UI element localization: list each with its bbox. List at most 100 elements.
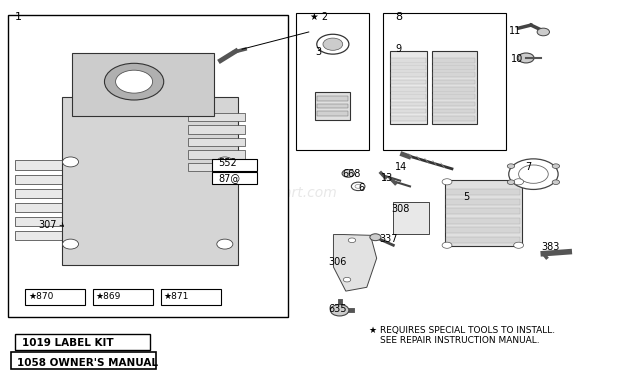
- Circle shape: [63, 157, 79, 167]
- Bar: [296, 13, 370, 150]
- Text: 14: 14: [395, 162, 407, 171]
- Bar: [15, 334, 149, 350]
- Circle shape: [355, 184, 361, 188]
- Text: 1058 OWNER'S MANUAL: 1058 OWNER'S MANUAL: [17, 358, 159, 368]
- Bar: [188, 138, 245, 146]
- Text: 9: 9: [395, 44, 401, 54]
- Bar: [73, 53, 215, 116]
- Circle shape: [442, 242, 452, 248]
- Bar: [188, 113, 245, 121]
- Bar: [391, 109, 426, 113]
- Bar: [446, 199, 520, 205]
- Bar: [433, 116, 476, 121]
- Bar: [15, 217, 66, 226]
- Bar: [391, 87, 426, 92]
- Text: 7: 7: [525, 162, 531, 171]
- Bar: [188, 163, 245, 171]
- Circle shape: [352, 182, 365, 191]
- Text: 337: 337: [379, 234, 397, 244]
- Circle shape: [115, 70, 153, 93]
- Bar: [15, 203, 66, 212]
- Bar: [433, 109, 476, 113]
- Bar: [391, 58, 426, 62]
- Bar: [317, 96, 348, 101]
- Circle shape: [518, 53, 534, 63]
- Text: 383: 383: [541, 242, 560, 252]
- Bar: [213, 159, 257, 171]
- Bar: [433, 94, 476, 99]
- Bar: [433, 87, 476, 92]
- Bar: [446, 208, 520, 214]
- Text: 552: 552: [219, 158, 237, 168]
- Circle shape: [342, 169, 355, 177]
- Bar: [433, 58, 476, 62]
- Text: 8: 8: [395, 12, 402, 22]
- Bar: [393, 203, 429, 234]
- Polygon shape: [334, 234, 377, 291]
- Text: 13: 13: [381, 173, 393, 183]
- Text: 6: 6: [358, 182, 365, 192]
- Text: 307: 307: [38, 220, 57, 230]
- Bar: [383, 13, 507, 150]
- Bar: [391, 116, 426, 121]
- Bar: [433, 72, 476, 77]
- Bar: [432, 51, 477, 124]
- Bar: [7, 15, 288, 317]
- Bar: [433, 65, 476, 70]
- Circle shape: [343, 277, 351, 282]
- Bar: [433, 102, 476, 106]
- Bar: [62, 97, 238, 265]
- Circle shape: [348, 238, 356, 243]
- Bar: [15, 231, 66, 240]
- Bar: [317, 104, 348, 109]
- Bar: [446, 227, 520, 233]
- Circle shape: [330, 305, 349, 316]
- Bar: [188, 125, 245, 134]
- Bar: [446, 218, 520, 224]
- Text: ReplacementPart.com: ReplacementPart.com: [184, 186, 337, 199]
- Bar: [15, 174, 66, 184]
- Bar: [391, 72, 426, 77]
- Bar: [391, 65, 426, 70]
- Circle shape: [507, 180, 515, 184]
- Bar: [15, 189, 66, 198]
- Circle shape: [518, 165, 548, 183]
- Bar: [391, 80, 426, 84]
- Bar: [213, 172, 257, 184]
- Text: ★869: ★869: [96, 292, 121, 301]
- Bar: [11, 352, 156, 369]
- Bar: [93, 289, 153, 305]
- Bar: [391, 94, 426, 99]
- Text: 308: 308: [391, 204, 410, 214]
- Circle shape: [217, 239, 233, 249]
- Circle shape: [537, 28, 549, 36]
- Circle shape: [104, 63, 164, 100]
- Circle shape: [509, 159, 558, 189]
- Bar: [15, 161, 66, 169]
- Bar: [188, 151, 245, 159]
- Bar: [315, 92, 350, 120]
- Circle shape: [514, 242, 523, 248]
- Bar: [161, 289, 221, 305]
- Circle shape: [552, 180, 560, 184]
- Text: 10: 10: [511, 55, 523, 64]
- Text: 11: 11: [510, 26, 521, 36]
- Bar: [25, 289, 86, 305]
- Text: 87@: 87@: [219, 173, 241, 183]
- Circle shape: [317, 34, 349, 54]
- Bar: [317, 112, 348, 116]
- Bar: [445, 180, 521, 246]
- Text: ★870: ★870: [28, 292, 53, 301]
- Bar: [446, 237, 520, 243]
- Circle shape: [507, 164, 515, 168]
- Circle shape: [217, 157, 233, 167]
- Bar: [433, 80, 476, 84]
- Circle shape: [63, 239, 79, 249]
- Text: ★ REQUIRES SPECIAL TOOLS TO INSTALL.: ★ REQUIRES SPECIAL TOOLS TO INSTALL.: [369, 326, 555, 335]
- Circle shape: [514, 179, 523, 185]
- Bar: [446, 189, 520, 195]
- Text: 306: 306: [329, 257, 347, 267]
- Text: 3: 3: [315, 47, 321, 57]
- Circle shape: [370, 234, 381, 241]
- Text: 668: 668: [343, 169, 361, 179]
